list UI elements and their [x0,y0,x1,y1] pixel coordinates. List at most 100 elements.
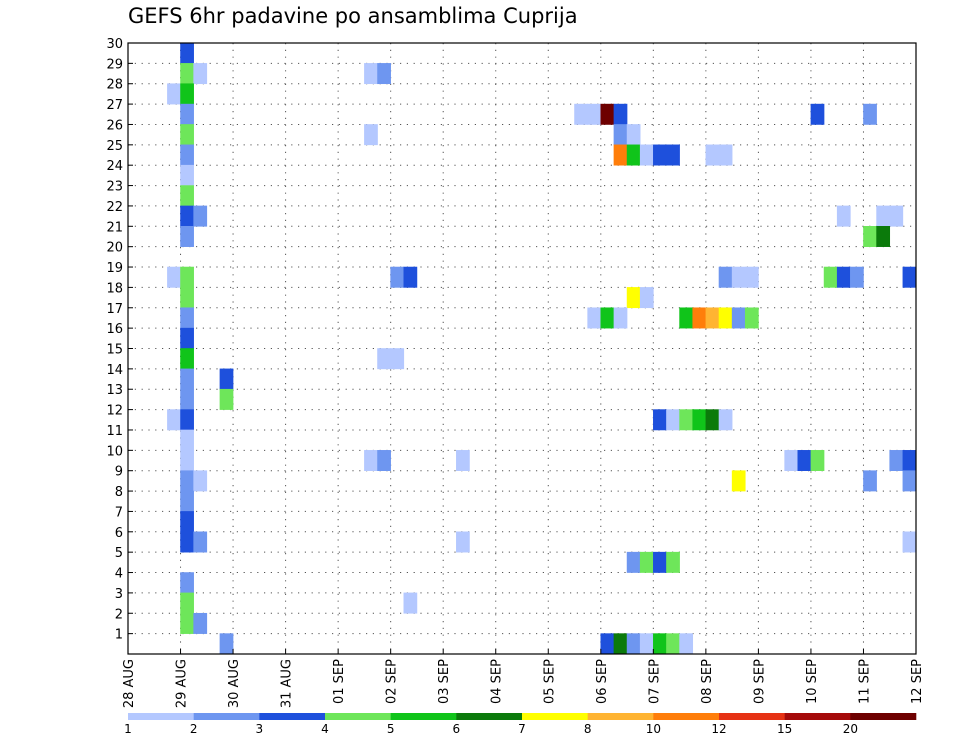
precip-cell [180,144,194,166]
precip-cell [364,124,378,146]
colorbar-swatch [719,713,785,720]
y-tick-label: 18 [106,281,123,296]
precip-cell [377,450,391,471]
precip-cell [666,633,680,655]
precip-cell [403,266,418,288]
y-tick-label: 29 [106,57,123,72]
colorbar-swatch [390,713,457,720]
precip-cell [364,450,378,471]
precip-cell [377,63,391,85]
precip-cell [823,266,838,288]
precip-cell [679,633,694,655]
precip-cell [377,348,391,370]
precip-cell [364,63,378,85]
precip-cell [180,490,194,512]
precip-cell [180,409,194,431]
precip-cell [613,307,628,329]
precip-cell [180,429,194,451]
precip-cell [692,307,707,329]
precip-cell [390,266,405,288]
y-tick-label: 13 [106,383,123,398]
precip-cell [193,470,208,492]
precip-cell [180,470,194,492]
x-tick-label: 08 SEP [700,659,715,704]
precip-cell [626,124,641,146]
x-tick-label: 30 AUG [227,659,242,708]
precip-cell [574,103,588,125]
x-tick-label: 12 SEP [910,659,925,704]
colorbar-label: 15 [777,722,792,736]
precip-cell [626,287,641,309]
x-tick-label: 11 SEP [857,659,872,704]
precip-cell [613,103,628,125]
precip-cell [876,226,891,247]
colorbar-label: 2 [190,722,198,736]
y-tick-label: 12 [106,404,123,419]
x-tick-label: 02 SEP [385,659,400,704]
y-tick-label: 6 [115,526,123,541]
colorbar-label: 6 [453,722,461,736]
precip-cell [180,592,194,614]
precip-cell [731,307,746,329]
precip-cell [180,368,194,390]
precip-cell [180,185,194,207]
precip-cell [180,63,194,85]
precip-cell [705,144,720,166]
precip-cell [180,450,194,471]
precip-cell [180,226,194,247]
y-tick-label: 16 [106,322,123,337]
precip-cell [705,307,720,329]
colorbar-label: 10 [646,722,661,736]
y-tick-label: 7 [115,505,123,520]
precip-cell [180,388,194,410]
y-tick-label: 26 [106,118,123,133]
precip-cell [626,551,641,573]
precip-cell [718,409,733,431]
colorbar-label: 7 [518,722,526,736]
y-tick-label: 2 [115,607,123,622]
precip-cell [180,205,194,227]
y-tick-label: 25 [106,139,123,154]
colorbar-swatch [259,713,326,720]
precip-cell [639,633,654,655]
precip-cell [902,531,917,553]
colorbar-swatch [128,713,194,720]
y-tick-label: 1 [115,628,123,643]
precip-cells [167,42,917,655]
precip-cell [653,633,667,655]
y-tick-label: 20 [106,241,123,256]
colorbar-swatch [456,713,523,720]
y-tick-label: 22 [106,200,123,215]
colorbar-swatch [850,713,917,720]
precip-cell [639,287,654,309]
precip-cell [653,144,667,166]
precip-cell [613,144,628,166]
precip-cell [587,103,602,125]
colorbar-swatch [193,713,260,720]
precip-cell [193,63,208,85]
y-tick-label: 19 [106,261,123,276]
colorbar-swatch [587,713,654,720]
y-tick-label: 3 [115,587,123,602]
precip-cell [626,633,641,655]
y-tick-label: 21 [106,220,123,235]
x-tick-label: 28 AUG [122,659,137,708]
grid-lines [128,43,916,654]
colorbar-label: 12 [711,722,726,736]
precip-cell [902,450,917,471]
precip-cell [456,450,470,471]
precip-cell [390,348,405,370]
precip-cell [600,307,615,329]
precip-cell [679,307,694,329]
precip-cell [718,266,733,288]
x-tick-label: 03 SEP [437,659,452,704]
precip-cell [863,103,877,125]
precip-cell [403,592,418,614]
y-tick-label: 28 [106,78,123,93]
x-tick-label: 31 AUG [280,659,295,708]
precip-cell [180,124,194,146]
y-tick-label: 5 [115,546,123,561]
precip-cell [180,612,194,634]
precip-cell [744,307,759,329]
chart-title: GEFS 6hr padavine po ansamblima Cuprija [128,4,578,28]
